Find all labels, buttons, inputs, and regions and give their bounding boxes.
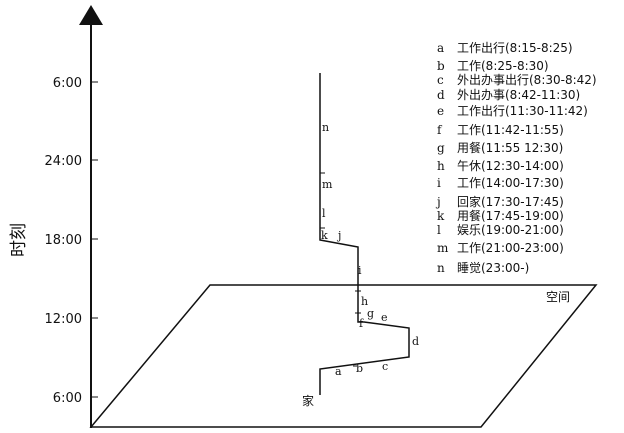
- legend-letter: g: [437, 141, 445, 155]
- home-label: 家: [302, 393, 314, 408]
- time-space-path: [319, 73, 410, 395]
- legend-text: 午休(12:30-14:00): [457, 159, 564, 173]
- legend-letter: n: [437, 261, 445, 275]
- legend-text: 工作出行(11:30-11:42): [457, 104, 588, 118]
- legend-letter: e: [437, 104, 444, 118]
- path-label-k: k: [321, 229, 328, 242]
- legend-text: 工作(21:00-23:00): [457, 241, 564, 255]
- legend-text: 工作(8:25-8:30): [457, 59, 549, 73]
- legend-letter: j: [435, 195, 441, 209]
- legend-letter: i: [437, 176, 441, 190]
- legend-text: 用餐(11:55 12:30): [457, 140, 563, 155]
- legend-text: 工作出行(8:15-8:25): [457, 41, 573, 55]
- legend-text: 外出办事出行(8:30-8:42): [457, 72, 597, 87]
- tick-label: 18:00: [45, 233, 82, 248]
- path-label-l: l: [322, 207, 326, 220]
- path-label-b: b: [356, 362, 363, 375]
- path-label-f: f: [359, 317, 364, 330]
- legend-letter: c: [437, 73, 444, 87]
- path-label-m: m: [322, 178, 333, 191]
- legend-letter: k: [437, 209, 445, 223]
- legend-text: 外出办事(8:42-11:30): [457, 87, 580, 102]
- legend-letter: h: [437, 159, 445, 173]
- legend-letter: b: [437, 59, 445, 73]
- time-axis-arrow-icon: [79, 5, 103, 25]
- path-label-j: j: [336, 229, 341, 242]
- path-label-n: n: [322, 121, 329, 134]
- legend-letter: a: [437, 41, 444, 55]
- path-label-g: g: [367, 307, 374, 320]
- legend: a 工作出行(8:15-8:25) b 工作(8:25-8:30) c 外出办事…: [435, 41, 597, 275]
- legend-text: 回家(17:30-17:45): [457, 194, 564, 209]
- space-plane: [89, 284, 598, 428]
- path-label-d: d: [412, 335, 419, 348]
- legend-letter: m: [437, 241, 449, 255]
- path-label-c: c: [382, 360, 388, 373]
- path-label-i: i: [358, 264, 362, 277]
- legend-letter: d: [437, 88, 445, 102]
- tick-label: 12:00: [45, 312, 82, 327]
- tick-label: 6:00: [53, 76, 82, 91]
- path-label-e: e: [381, 311, 388, 324]
- legend-text: 用餐(17:45-19:00): [457, 208, 564, 223]
- legend-text: 睡觉(23:00-): [457, 261, 529, 275]
- space-label: 空间: [546, 290, 570, 304]
- tick-label: 24:00: [45, 154, 82, 169]
- tick-label: 6:00: [53, 391, 82, 406]
- legend-letter: f: [437, 123, 443, 137]
- path-label-h: h: [361, 295, 368, 308]
- legend-letter: l: [437, 223, 441, 237]
- legend-text: 工作(14:00-17:30): [457, 176, 564, 190]
- path-label-a: a: [335, 365, 342, 378]
- legend-text: 娱乐(19:00-21:00): [457, 223, 564, 237]
- legend-text: 工作(11:42-11:55): [457, 123, 564, 137]
- y-axis-title: 时刻: [9, 223, 29, 257]
